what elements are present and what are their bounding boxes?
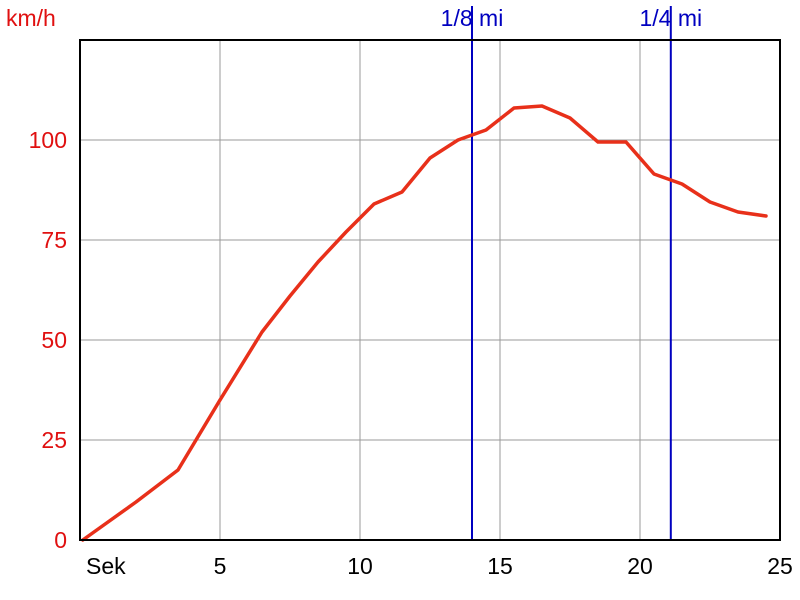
y-tick-label: 100 xyxy=(29,127,67,153)
x-tick-label: 5 xyxy=(214,553,227,579)
speed-series xyxy=(81,104,768,542)
y-tick-label: 0 xyxy=(54,527,67,553)
y-tick-label: 75 xyxy=(41,227,67,253)
x-tick-labels: 5 10 15 20 25 xyxy=(214,553,793,579)
grid xyxy=(80,40,780,540)
y-unit-label: km/h xyxy=(6,5,56,31)
distance-marker-label: 1/8 mi xyxy=(441,5,504,31)
y-tick-label: 25 xyxy=(41,427,67,453)
x-tick-label: 15 xyxy=(487,553,513,579)
x-tick-label: 20 xyxy=(627,553,653,579)
distance-marker-label: 1/4 mi xyxy=(639,5,702,31)
plot-frame xyxy=(79,39,781,541)
y-tick-labels: 0 25 50 75 100 xyxy=(29,127,67,553)
x-unit-label: Sek xyxy=(86,553,126,579)
distance-markers: 1/8 mi 1/4 mi xyxy=(441,5,702,540)
x-tick-label: 10 xyxy=(347,553,373,579)
x-tick-label: 25 xyxy=(767,553,793,579)
speed-line xyxy=(81,104,768,542)
y-tick-label: 50 xyxy=(41,327,67,353)
